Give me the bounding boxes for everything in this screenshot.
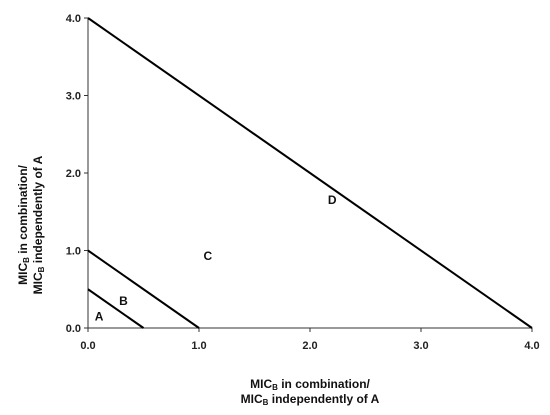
region-label-a: A (95, 309, 104, 323)
y-tick-label: 3.0 (66, 91, 81, 103)
isobole-line (87, 17, 533, 329)
y-tick-label: 0.0 (66, 323, 81, 335)
region-label-d: D (328, 193, 337, 207)
x-tick-label: 2.0 (302, 340, 317, 352)
y-tick-label: 2.0 (66, 168, 81, 180)
y-axis-title-line-1: MICB in combination/ (16, 165, 31, 285)
region-label-c: C (204, 249, 213, 263)
region-label-b: B (119, 294, 128, 308)
x-tick-label: 0.0 (80, 340, 95, 352)
y-tick-label: 4.0 (66, 13, 81, 25)
x-axis-title-line-2: MICB independently of A (240, 392, 380, 407)
isobole-line (87, 249, 200, 329)
x-tick-label: 1.0 (191, 340, 206, 352)
x-axis-title-line-1: MICB in combination/ (250, 377, 370, 392)
isobole-line (87, 288, 145, 329)
y-axis-title: MICB in combination/ MICB independently … (16, 115, 46, 335)
y-axis-title-line-2: MICB independently of A (31, 155, 46, 295)
x-tick-label: 4.0 (524, 340, 539, 352)
x-axis-title: MICB in combination/ MICB independently … (200, 377, 420, 407)
x-tick-label: 3.0 (413, 340, 428, 352)
y-tick-label: 1.0 (66, 246, 81, 258)
